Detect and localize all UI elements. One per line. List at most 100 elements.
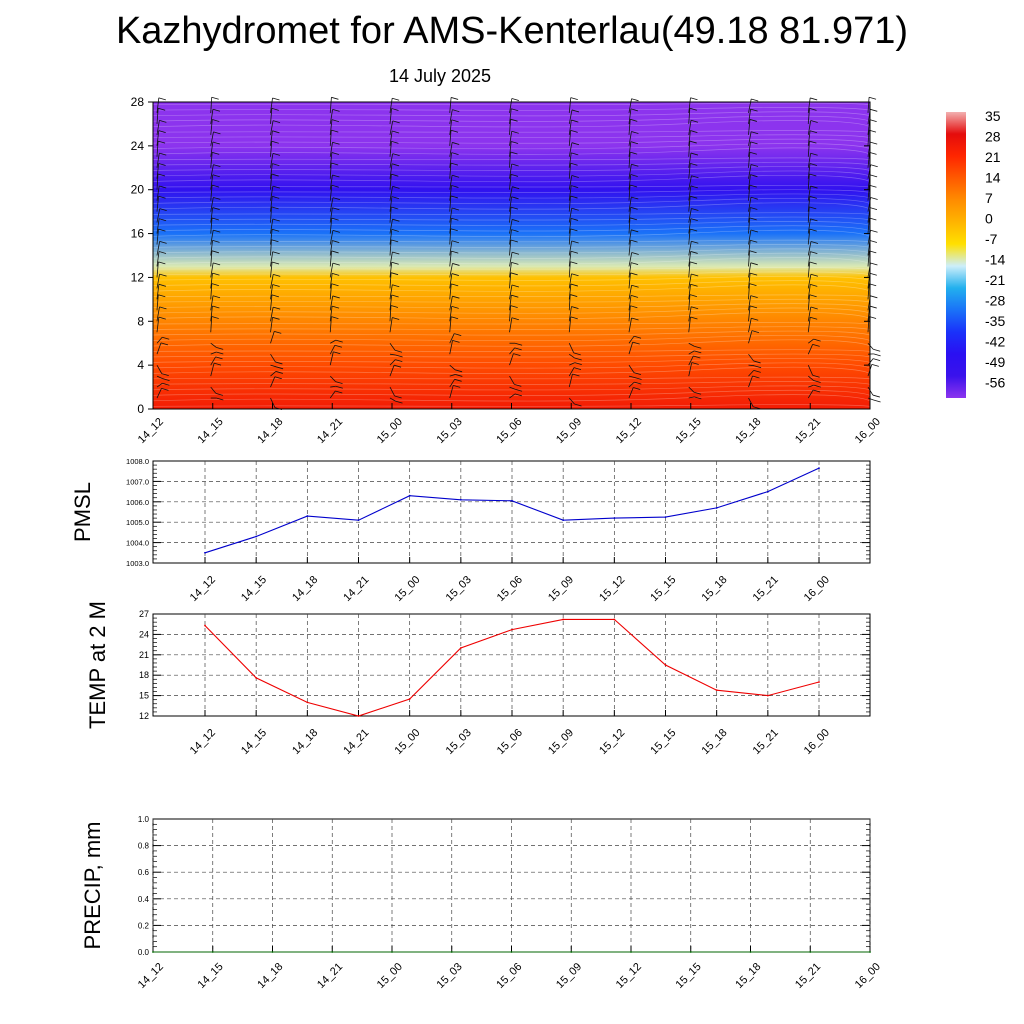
wind-barb-flag: [450, 316, 459, 320]
contour-line: [152, 358, 871, 363]
wind-barb-flag: [275, 366, 284, 370]
wind-barb-flag: [216, 351, 224, 355]
contour-line: [152, 184, 871, 188]
wind-barb: [509, 353, 514, 366]
wind-barb-flag: [749, 283, 757, 286]
temp-2m-point: [562, 618, 565, 621]
contour-line: [152, 189, 871, 193]
y-tick-label: 0.6: [138, 868, 150, 877]
wind-barb-flag: [751, 330, 760, 333]
wind-barb: [568, 97, 572, 114]
wind-barb-flag: [633, 335, 642, 339]
wind-barb-flag: [161, 373, 169, 377]
wind-barb: [329, 142, 333, 157]
contour-line: [152, 174, 871, 183]
wind-barb: [329, 97, 332, 113]
wind-barb-flag: [631, 163, 639, 167]
wind-barb-flag: [570, 195, 578, 199]
wind-barb-flag: [511, 130, 519, 134]
colorbar-label: -42: [985, 334, 1005, 350]
wind-barb-flag: [691, 175, 699, 179]
y-tick-label: 12: [131, 270, 145, 284]
x-tick-label: 15_15: [674, 961, 704, 991]
wind-barb-flag: [159, 273, 167, 277]
contour-line: [152, 147, 871, 155]
wind-barb-flag: [574, 357, 582, 361]
contour-line: [152, 376, 871, 380]
wind-barb-flag: [271, 206, 279, 210]
wind-barb: [628, 119, 631, 135]
wind-barb: [867, 283, 870, 300]
wind-barb: [449, 251, 452, 267]
wind-barb-flag: [870, 229, 878, 233]
x-tick-label: 15_12: [597, 574, 627, 604]
wind-barb: [449, 273, 453, 289]
precip-point: [510, 951, 513, 953]
wind-barb-flag: [332, 272, 340, 276]
wind-barb-flag: [158, 283, 167, 287]
y-tick-label: 21: [139, 650, 149, 660]
wind-barb: [389, 386, 395, 397]
wind-barb-flag: [392, 284, 400, 288]
wind-barb: [329, 119, 333, 135]
wind-barb-flag: [454, 369, 463, 373]
pmsl-frame: [152, 460, 871, 564]
contour-line: [152, 321, 871, 325]
wind-barb-flag: [750, 141, 758, 145]
wind-barb-flag: [631, 229, 639, 233]
wind-barb: [688, 208, 692, 223]
wind-barb: [748, 262, 752, 278]
y-tick-label: 28: [131, 95, 145, 109]
pmsl-point: [818, 467, 820, 470]
wind-barb-flag: [630, 262, 639, 265]
wind-barb-flag: [691, 306, 699, 310]
wind-barb: [449, 97, 452, 113]
wind-barb-flag: [272, 196, 280, 199]
wind-barb-flag: [331, 96, 339, 100]
wind-barb: [807, 294, 811, 311]
wind-barb: [509, 252, 513, 267]
pmsl-point: [562, 519, 565, 522]
wind-barb: [156, 342, 162, 355]
wind-barb-flag: [511, 284, 520, 288]
wind-barb-flag: [452, 174, 460, 178]
wind-barb: [210, 97, 213, 113]
wind-barb-flag: [331, 283, 339, 287]
wind-barb: [628, 341, 634, 355]
contour-line: [152, 349, 871, 352]
colorbar-label: 21: [985, 149, 1001, 165]
wind-barb-flag: [750, 295, 758, 298]
wind-barb: [156, 364, 163, 374]
colorbar-label: -14: [985, 252, 1005, 268]
wind-barb-flag: [272, 120, 281, 124]
pmsl-point: [255, 535, 258, 538]
wind-barb-flag: [450, 228, 458, 232]
wind-barb-flag: [570, 261, 578, 265]
colorbar-label: -49: [985, 354, 1005, 370]
wind-barb: [628, 164, 632, 179]
wind-barb: [807, 218, 811, 234]
wind-barb: [568, 306, 572, 322]
wind-barb-flag: [751, 98, 759, 102]
wind-barb-flag: [570, 294, 578, 297]
wind-barb-flag: [690, 130, 698, 133]
contour-line: [152, 107, 871, 111]
wind-barb: [688, 386, 695, 393]
wind-barb-flag: [332, 197, 341, 201]
wind-barb-flag: [570, 250, 579, 254]
wind-barb: [389, 98, 393, 114]
wind-barb: [156, 185, 160, 201]
wind-barb-flag: [451, 250, 459, 254]
wind-barb: [210, 316, 213, 333]
wind-barb-flag: [869, 207, 878, 211]
wind-barb-flag: [573, 352, 581, 356]
wind-barb: [807, 153, 812, 168]
wind-barb-flag: [451, 152, 459, 156]
wind-barb-flag: [571, 109, 580, 113]
wind-barb-flag: [751, 131, 759, 135]
x-tick-label: 14_15: [239, 574, 269, 604]
wind-barb: [688, 141, 691, 157]
wind-barb-flag: [392, 218, 400, 222]
wind-barb-flag: [392, 97, 400, 101]
wind-barb-flag: [689, 140, 697, 144]
